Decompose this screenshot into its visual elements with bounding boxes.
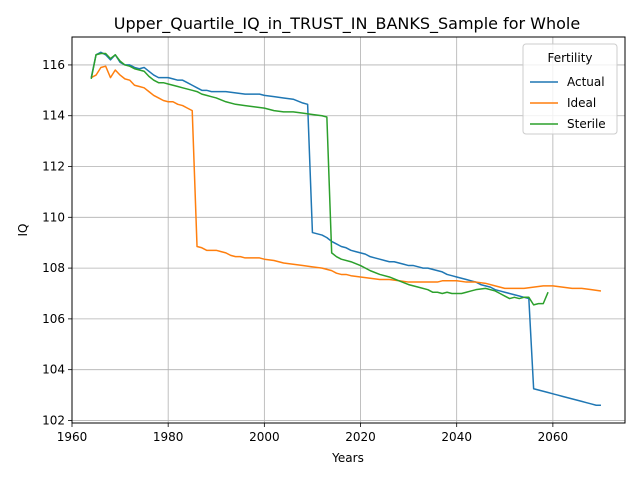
- y-tick-label: 108: [42, 261, 65, 275]
- legend: Fertility Actual Ideal Sterile: [522, 43, 618, 135]
- x-axis-label: Years: [331, 451, 364, 465]
- x-tick-label: 2020: [345, 430, 376, 444]
- legend-title: Fertility: [547, 51, 592, 65]
- x-tick-label: 1960: [57, 430, 88, 444]
- series-line-ideal: [90, 65, 602, 292]
- y-tick-label: 112: [42, 160, 65, 174]
- legend-label-actual: Actual: [567, 75, 605, 89]
- plot-frame: [71, 36, 626, 424]
- legend-label-ideal: Ideal: [567, 96, 596, 110]
- y-tick-label: 110: [42, 210, 65, 224]
- series-line-actual: [90, 51, 601, 406]
- x-tick-label: 2040: [441, 430, 472, 444]
- legend-label-sterile: Sterile: [567, 117, 606, 131]
- x-tick-label: 1980: [153, 430, 184, 444]
- legend-items: Actual Ideal Sterile: [530, 75, 606, 131]
- chart-title: Upper_Quartile_IQ_in_TRUST_IN_BANKS_Samp…: [114, 14, 580, 34]
- x-tick-label: 2060: [538, 430, 569, 444]
- y-tick-label: 114: [42, 109, 65, 123]
- grid-lines: [71, 37, 625, 423]
- y-axis-ticks: 102 104 106 108 110 112 114 116: [42, 58, 72, 427]
- y-tick-label: 116: [42, 58, 65, 72]
- y-axis-label: IQ: [16, 224, 30, 237]
- series-lines: [90, 51, 602, 406]
- series-line-sterile: [90, 52, 549, 306]
- y-tick-label: 102: [42, 413, 65, 427]
- legend-box: [522, 43, 618, 135]
- y-tick-label: 106: [42, 312, 65, 326]
- x-axis-ticks: 1960 1980 2000 2020 2040 2060: [57, 423, 568, 444]
- x-tick-label: 2000: [249, 430, 280, 444]
- y-tick-label: 104: [42, 363, 65, 377]
